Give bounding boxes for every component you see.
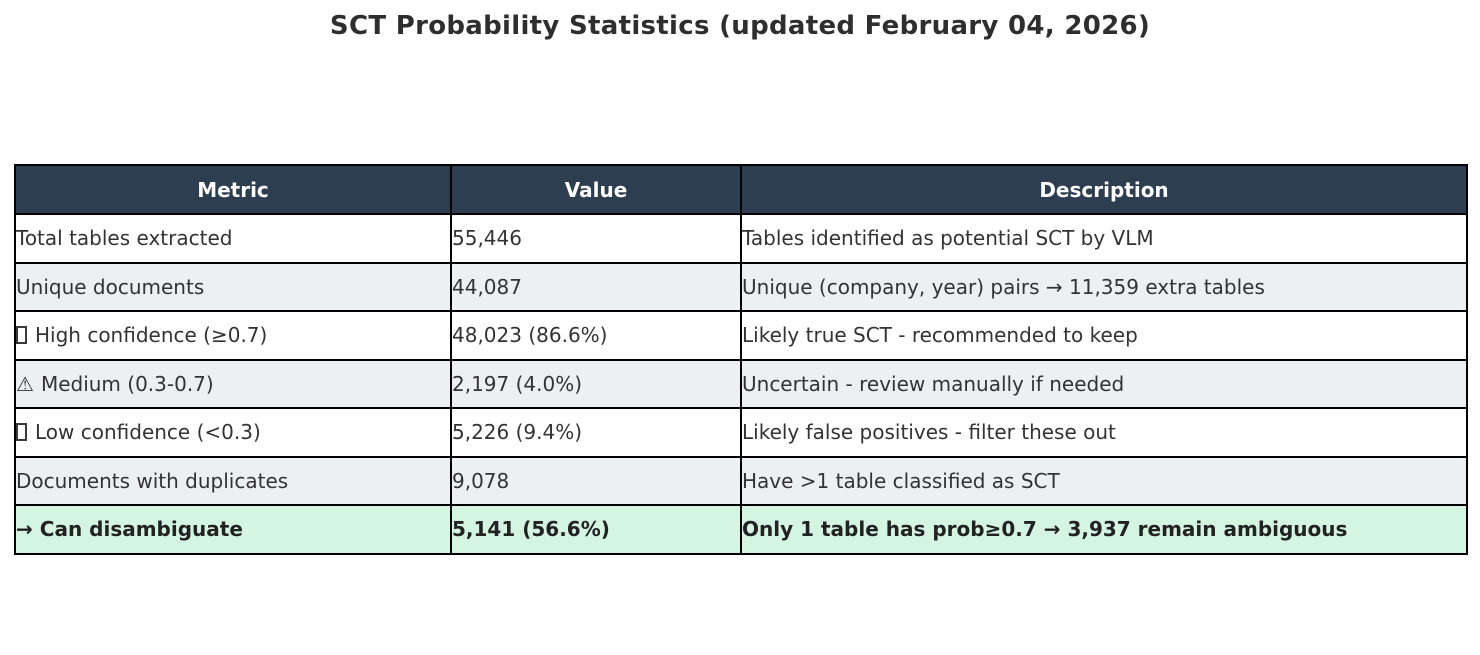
value-label: 5,226 (9.4%) xyxy=(452,420,583,445)
value-cell: 44,087 xyxy=(450,261,742,312)
metric-label: Unique documents xyxy=(16,274,205,299)
description-cell: Likely true SCT - recommended to keep xyxy=(740,310,1468,361)
metric-label: Medium (0.3-0.7) xyxy=(40,371,214,396)
value-cell: 2,197 (4.0%) xyxy=(450,358,742,409)
description-label: Unique (company, year) pairs → 11,359 ex… xyxy=(742,274,1265,299)
description-label: Likely false positives - filter these ou… xyxy=(742,420,1116,445)
metric-label: Low confidence (<0.3) xyxy=(35,420,261,445)
table-row: Total tables extracted 55,446 Tables ide… xyxy=(14,213,1468,264)
value-cell: 9,078 xyxy=(450,455,742,506)
metric-cell: Total tables extracted xyxy=(14,213,452,264)
description-cell: Only 1 table has prob≥0.7 → 3,937 remain… xyxy=(740,504,1468,555)
metric-label: Can disambiguate xyxy=(39,517,243,542)
metric-cell: Documents with duplicates xyxy=(14,455,452,506)
metric-cell: Unique documents xyxy=(14,261,452,312)
description-label: Likely true SCT - recommended to keep xyxy=(742,323,1138,348)
table-row-highlighted: → Can disambiguate 5,141 (56.6%) Only 1 t… xyxy=(14,504,1468,555)
description-label: Only 1 table has prob≥0.7 → 3,937 remain… xyxy=(742,517,1348,542)
metric-cell: High confidence (≥0.7) xyxy=(14,310,452,361)
table-row: Documents with duplicates 9,078 Have >1 … xyxy=(14,455,1468,506)
value-cell: 55,446 xyxy=(450,213,742,264)
metric-cell: Low confidence (<0.3) xyxy=(14,407,452,458)
description-cell: Uncertain - review manually if needed xyxy=(740,358,1468,409)
value-label: 9,078 xyxy=(452,468,510,493)
value-label: 2,197 (4.0%) xyxy=(452,371,583,396)
metric-cell: → Can disambiguate xyxy=(14,504,452,555)
value-label: 44,087 xyxy=(452,274,522,299)
value-label: 5,141 (56.6%) xyxy=(452,517,610,542)
value-label: 55,446 xyxy=(452,226,522,251)
right-arrow-icon: → xyxy=(16,517,33,542)
value-cell: 48,023 (86.6%) xyxy=(450,310,742,361)
missing-glyph-icon xyxy=(16,326,27,345)
warning-icon: ⚠ xyxy=(16,371,34,396)
metric-cell: ⚠ Medium (0.3-0.7) xyxy=(14,358,452,409)
column-header-value: Value xyxy=(450,164,742,215)
header-row: Metric Value Description xyxy=(14,164,1468,215)
table-row: Unique documents 44,087 Unique (company,… xyxy=(14,261,1468,312)
description-cell: Have >1 table classified as SCT xyxy=(740,455,1468,506)
description-cell: Unique (company, year) pairs → 11,359 ex… xyxy=(740,261,1468,312)
metric-label: High confidence (≥0.7) xyxy=(35,323,268,348)
metric-label: Total tables extracted xyxy=(16,226,233,251)
value-cell: 5,141 (56.6%) xyxy=(450,504,742,555)
table-row: ⚠ Medium (0.3-0.7) 2,197 (4.0%) Uncertain… xyxy=(14,358,1468,409)
column-header-metric: Metric xyxy=(14,164,452,215)
description-label: Uncertain - review manually if needed xyxy=(742,371,1125,396)
column-header-description: Description xyxy=(740,164,1468,215)
table-row: High confidence (≥0.7) 48,023 (86.6%) Li… xyxy=(14,310,1468,361)
metric-label: Documents with duplicates xyxy=(16,468,289,493)
page-title: SCT Probability Statistics (updated Febr… xyxy=(329,11,1151,41)
value-label: 48,023 (86.6%) xyxy=(452,323,608,348)
value-cell: 5,226 (9.4%) xyxy=(450,407,742,458)
description-cell: Likely false positives - filter these ou… xyxy=(740,407,1468,458)
description-label: Tables identified as potential SCT by VL… xyxy=(742,226,1154,251)
description-label: Have >1 table classified as SCT xyxy=(742,468,1060,493)
description-cell: Tables identified as potential SCT by VL… xyxy=(740,213,1468,264)
missing-glyph-icon xyxy=(16,423,27,442)
sct-statistics-table: Metric Value Description Total tables ex… xyxy=(14,164,1468,555)
table-row: Low confidence (<0.3) 5,226 (9.4%) Likel… xyxy=(14,407,1468,458)
